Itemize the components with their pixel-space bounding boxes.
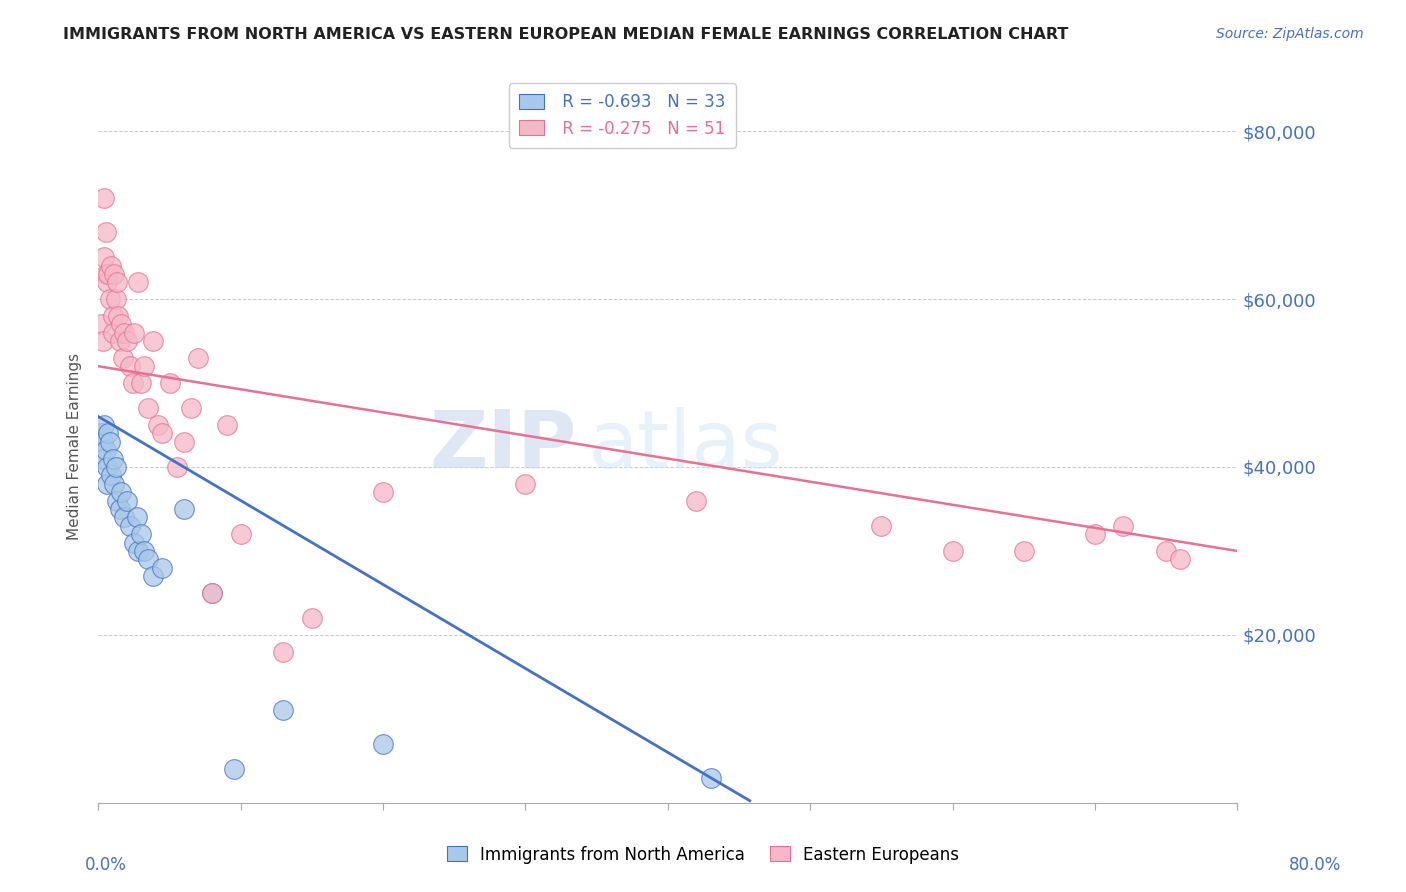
Point	[136, 552, 159, 566]
Text: IMMIGRANTS FROM NORTH AMERICA VS EASTERN EUROPEAN MEDIAN FEMALE EARNINGS CORRELA: IMMIGRANTS FROM NORTH AMERICA VS EASTERN…	[63, 27, 1069, 42]
Point	[98, 434, 121, 449]
Point	[699, 771, 721, 785]
Point	[93, 417, 115, 432]
Point	[100, 259, 122, 273]
Point	[96, 275, 118, 289]
Point	[173, 502, 195, 516]
Point	[108, 334, 131, 348]
Point	[115, 334, 138, 348]
Point	[685, 493, 707, 508]
Point	[96, 476, 118, 491]
Point	[173, 434, 195, 449]
Point	[273, 645, 295, 659]
Point	[101, 309, 124, 323]
Point	[121, 376, 143, 390]
Point	[104, 460, 127, 475]
Point	[301, 611, 323, 625]
Point	[1084, 527, 1107, 541]
Point	[105, 493, 128, 508]
Point	[91, 451, 114, 466]
Point	[122, 535, 145, 549]
Point	[201, 586, 224, 600]
Point	[152, 426, 174, 441]
Point	[1112, 518, 1135, 533]
Point	[141, 569, 163, 583]
Point	[373, 737, 395, 751]
Point	[90, 318, 112, 332]
Point	[132, 544, 155, 558]
Point	[100, 468, 122, 483]
Point	[141, 334, 163, 348]
Point	[105, 275, 128, 289]
Point	[166, 460, 188, 475]
Point	[148, 417, 170, 432]
Point	[229, 527, 252, 541]
Legend:  R = -0.693   N = 33,  R = -0.275   N = 51: R = -0.693 N = 33, R = -0.275 N = 51	[509, 83, 735, 147]
Point	[118, 518, 141, 533]
Point	[103, 267, 125, 281]
Point	[942, 544, 965, 558]
Point	[273, 703, 295, 717]
Point	[112, 510, 135, 524]
Point	[101, 451, 124, 466]
Point	[111, 351, 134, 365]
Point	[104, 292, 127, 306]
Point	[125, 510, 148, 524]
Point	[110, 485, 132, 500]
Point	[515, 476, 537, 491]
Point	[136, 401, 159, 416]
Point	[215, 417, 238, 432]
Point	[94, 443, 117, 458]
Point	[187, 351, 209, 365]
Point	[90, 426, 112, 441]
Point	[97, 267, 120, 281]
Text: ZIP: ZIP	[429, 407, 576, 485]
Point	[91, 434, 114, 449]
Point	[110, 318, 132, 332]
Point	[93, 191, 115, 205]
Legend: Immigrants from North America, Eastern Europeans: Immigrants from North America, Eastern E…	[440, 839, 966, 871]
Point	[97, 426, 120, 441]
Point	[93, 250, 115, 264]
Point	[1170, 552, 1192, 566]
Point	[127, 275, 149, 289]
Point	[1012, 544, 1035, 558]
Point	[180, 401, 202, 416]
Point	[127, 544, 149, 558]
Point	[132, 359, 155, 374]
Point	[108, 502, 131, 516]
Point	[129, 376, 152, 390]
Text: atlas: atlas	[588, 407, 783, 485]
Point	[107, 309, 129, 323]
Point	[373, 485, 395, 500]
Y-axis label: Median Female Earnings: Median Female Earnings	[67, 352, 83, 540]
Point	[94, 267, 117, 281]
Point	[112, 326, 135, 340]
Point	[222, 762, 245, 776]
Point	[159, 376, 181, 390]
Point	[94, 225, 117, 239]
Text: 80.0%: 80.0%	[1288, 855, 1341, 873]
Text: Source: ZipAtlas.com: Source: ZipAtlas.com	[1216, 27, 1364, 41]
Point	[129, 527, 152, 541]
Point	[98, 292, 121, 306]
Point	[118, 359, 141, 374]
Point	[115, 493, 138, 508]
Point	[152, 560, 174, 574]
Point	[870, 518, 893, 533]
Point	[101, 326, 124, 340]
Point	[1154, 544, 1177, 558]
Point	[122, 326, 145, 340]
Point	[103, 476, 125, 491]
Point	[96, 460, 118, 475]
Text: 0.0%: 0.0%	[84, 855, 127, 873]
Point	[91, 334, 114, 348]
Point	[201, 586, 224, 600]
